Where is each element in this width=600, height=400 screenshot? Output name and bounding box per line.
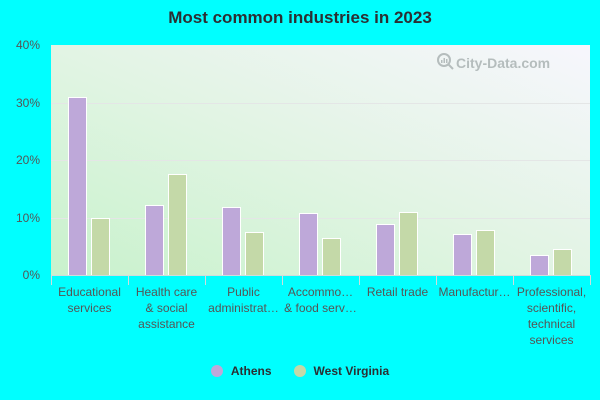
x-axis-line — [51, 275, 590, 276]
x-tick-label-line: technical — [527, 317, 576, 331]
bar-athens[interactable] — [453, 233, 472, 275]
x-tick-label-line: services — [67, 301, 112, 315]
x-tick-label-line: & social — [145, 301, 188, 315]
x-tick-label-line: administrat… — [208, 301, 279, 315]
x-tick-label-line: Professional, — [516, 285, 587, 299]
x-tick — [282, 275, 283, 285]
x-tick — [436, 275, 437, 285]
bar-athens[interactable] — [145, 205, 164, 275]
watermark-text: City-Data.com — [456, 54, 551, 71]
legend-label: Athens — [230, 364, 272, 378]
x-tick-label-line: Public — [227, 285, 260, 299]
x-tick — [128, 275, 129, 285]
x-tick-label-line: Accommo… — [287, 285, 354, 299]
bar-west-virginia[interactable] — [168, 174, 187, 275]
bar-west-virginia[interactable] — [399, 211, 418, 275]
gridline — [51, 217, 590, 219]
bar-west-virginia[interactable] — [553, 248, 572, 275]
x-tick-label-line: Manufactur… — [438, 285, 511, 299]
x-tick-label-line: & food serv… — [284, 301, 357, 315]
bar-athens[interactable] — [68, 96, 87, 275]
x-tick — [359, 275, 360, 285]
bar-west-virginia[interactable] — [322, 237, 341, 275]
bar-west-virginia[interactable] — [245, 232, 264, 275]
bar-athens[interactable] — [299, 213, 318, 275]
gridline — [51, 102, 590, 104]
gridline — [51, 160, 590, 161]
x-tick — [51, 275, 52, 285]
x-tick-label: Educational services — [51, 284, 128, 316]
y-tick-label: 10% — [15, 210, 40, 225]
x-tick-label-line: assistance — [138, 317, 195, 331]
bar-west-virginia[interactable] — [476, 229, 495, 275]
x-tick-label-line: scientific, — [526, 301, 577, 315]
chart-title: Most common industries in 2023 — [168, 8, 432, 27]
x-tick-label: Retail trade — [359, 284, 436, 300]
legend-swatch-icon — [210, 365, 223, 377]
x-tick-label: Professional, scientific, technical service… — [513, 284, 590, 348]
x-tick-label-line: Retail trade — [366, 285, 429, 299]
x-tick-label: Health care & social assistance — [128, 284, 205, 332]
y-tick-label: 30% — [15, 95, 40, 110]
y-tick-label: 0% — [22, 268, 40, 282]
y-tick-label: 40% — [15, 38, 40, 52]
y-tick-label: 20% — [15, 153, 40, 167]
x-tick — [205, 275, 206, 285]
magnifier-chart-icon — [436, 52, 454, 73]
bar-west-virginia[interactable] — [91, 218, 110, 275]
x-tick-label-line: Health care — [135, 285, 198, 299]
x-tick — [513, 275, 514, 285]
x-tick-label-line: services — [529, 333, 574, 347]
legend-item-west-virginia[interactable]: West Virginia — [293, 364, 390, 378]
x-tick-label: Accommo… & food serv… — [282, 284, 359, 316]
x-tick-label: Manufactur… — [436, 284, 513, 300]
bar-athens[interactable] — [222, 206, 241, 275]
x-tick-label-line: Educational — [58, 285, 121, 299]
bar-athens[interactable] — [376, 224, 395, 275]
plot-area: City-Data.com — [51, 45, 590, 275]
x-tick-label: Public administrat… — [205, 284, 282, 316]
bar-athens[interactable] — [530, 255, 549, 275]
legend: Athens West Virginia — [0, 364, 600, 378]
x-tick — [590, 275, 591, 285]
legend-label: West Virginia — [313, 364, 390, 378]
watermark: City-Data.com — [436, 52, 550, 73]
legend-item-athens[interactable]: Athens — [210, 364, 272, 378]
legend-swatch-icon — [293, 365, 306, 377]
